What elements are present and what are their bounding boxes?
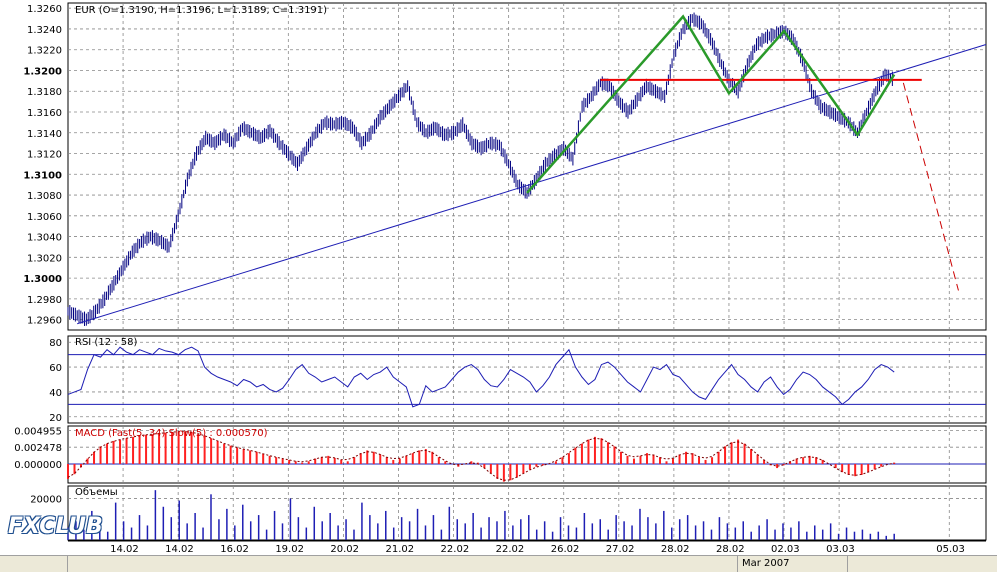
x-tick-label: 20.02 (330, 544, 359, 555)
fxclub-logo: FXCLUB (4, 510, 122, 548)
rsi-tick-label: 20 (49, 413, 62, 424)
rsi-line (67, 346, 895, 408)
rsi-panel-title: RSI (12 : 58) (75, 337, 138, 348)
price-panel-title: EUR (O=1.3190, H=1.3196, L=1.3189, C=1.3… (75, 5, 327, 16)
macd-tick-label: 0.002478 (14, 443, 62, 454)
x-tick-label: 02.03 (771, 544, 800, 555)
x-tick-label: 03.03 (826, 544, 855, 555)
price-tick-label: 1.2980 (27, 295, 62, 306)
price-tick-label: 1.3120 (27, 150, 62, 161)
status-bar: Mar 2007 (0, 555, 997, 572)
x-tick-label: 22.02 (496, 544, 525, 555)
rsi-tick-label: 40 (49, 388, 62, 399)
price-tick-label: 1.3200 (23, 66, 62, 77)
price-tick-label: 1.3140 (27, 129, 62, 140)
price-tick-label: 1.3000 (23, 274, 62, 285)
status-cell-month: Mar 2007 (738, 556, 848, 572)
price-tick-label: 1.3100 (23, 170, 62, 181)
price-tick-label: 1.3220 (27, 46, 62, 57)
logo-text: FXCLUB (8, 514, 103, 539)
price-layer (67, 12, 987, 327)
price-tick-label: 1.3260 (27, 4, 62, 15)
vol-panel-frame (67, 485, 987, 541)
macd-panel-title: MACD (Fast(5, 34) Slow(5) : 0.000570) (75, 428, 268, 439)
price-panel-frame (67, 2, 987, 331)
pattern-zigzag (526, 14, 896, 194)
price-tick-label: 1.3040 (27, 233, 62, 244)
macd-panel-frame (67, 425, 987, 484)
trendline (77, 44, 987, 325)
volume-layer (67, 490, 895, 540)
price-tick-label: 1.3160 (27, 108, 62, 119)
x-tick-label: 28.02 (716, 544, 745, 555)
chart-canvas: 14.02 14.02 16.02 19.02 20.02 21.02 22.02 22.02… (14, 2, 987, 555)
x-tick-label: 19.02 (275, 544, 304, 555)
x-tick-label: 21.02 (385, 544, 414, 555)
rsi-tick-label: 80 (49, 338, 62, 349)
price-tick-label: 1.3060 (27, 212, 62, 223)
volume-panel-title: Объемы (75, 487, 118, 498)
x-tick-label: 28.02 (661, 544, 690, 555)
projection-line (902, 82, 959, 291)
macd-signal-line (67, 431, 895, 481)
rsi-layer (67, 346, 986, 408)
status-cell-middle (68, 556, 738, 572)
rsi-tick-label: 60 (49, 363, 62, 374)
x-tick-label: 27.02 (606, 544, 635, 555)
axes-layer: 14.02 14.02 16.02 19.02 20.02 21.02 22.02 22.02… (14, 4, 965, 555)
chart-panels (67, 2, 987, 542)
volume-tick-label: 20000 (30, 494, 62, 505)
macd-layer (67, 431, 986, 482)
price-tick-label: 1.3180 (27, 87, 62, 98)
price-tick-label: 1.3080 (27, 191, 62, 202)
status-cell-left (0, 556, 68, 572)
price-tick-label: 1.3020 (27, 253, 62, 264)
x-tick-label: 14.02 (165, 544, 194, 555)
x-tick-label: 14.02 (110, 544, 139, 555)
x-tick-label: 26.02 (551, 544, 580, 555)
x-tick-label: 05.03 (936, 544, 965, 555)
macd-tick-label: 0.004955 (14, 426, 62, 437)
price-tick-label: 1.3240 (27, 25, 62, 36)
x-tick-label: 16.02 (220, 544, 249, 555)
x-tick-label: 22.02 (441, 544, 470, 555)
macd-tick-label: 0.000000 (14, 460, 62, 471)
price-tick-label: 1.2960 (27, 316, 62, 327)
